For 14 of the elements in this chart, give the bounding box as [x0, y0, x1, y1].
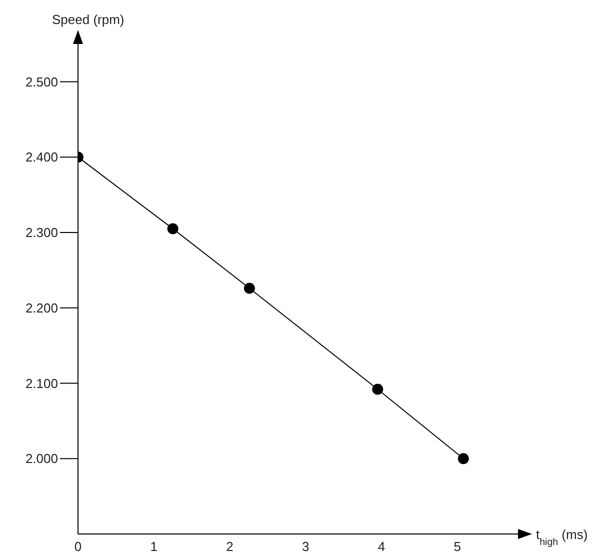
- x-tick-label: 3: [302, 539, 310, 554]
- y-tick-label: 2.300: [25, 225, 58, 240]
- y-tick-label: 2.500: [25, 74, 58, 90]
- x-axis-title: t$_{high}$ (ms): [536, 527, 588, 548]
- y-axis-title: Speed (rpm): [52, 12, 124, 27]
- x-tick-label: 1: [150, 539, 158, 554]
- y-tick-label: 2.400: [25, 150, 58, 165]
- x-tick-label: 4: [378, 539, 386, 554]
- y-tick-label: 2.200: [25, 300, 58, 316]
- x-tick-label: 5: [454, 539, 461, 554]
- y-tick-label: 2.100: [25, 376, 58, 391]
- x-tick-label: 2: [226, 539, 234, 554]
- x-tick-label: 0: [74, 539, 82, 554]
- y-tick-label: 2.000: [25, 451, 58, 466]
